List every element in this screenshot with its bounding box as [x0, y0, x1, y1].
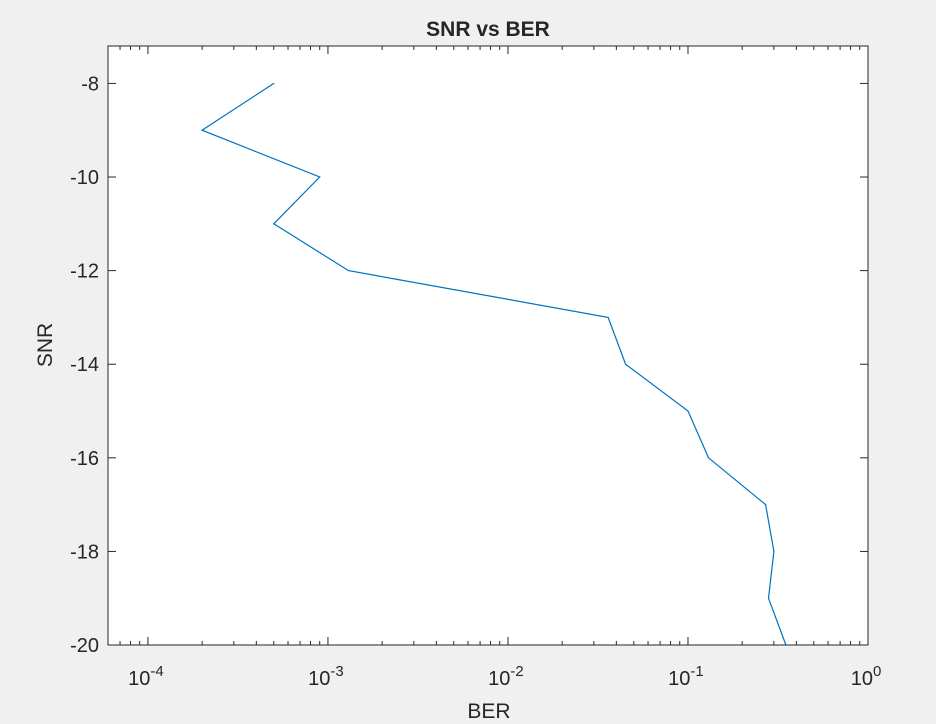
x-tick-label: 10-1 [668, 663, 704, 690]
x-tick-base: 10 [128, 668, 150, 690]
y-tick-label: -18 [70, 541, 99, 563]
y-tick-labels: -8 -10 -12 -14 -16 -18 -20 [70, 73, 99, 657]
data-point [767, 597, 770, 599]
y-tick-label: -12 [70, 261, 99, 283]
x-tick-labels: 10-4 10-3 10-2 10-1 100 [128, 663, 881, 690]
data-point [273, 82, 275, 85]
x-tick-base: 10 [851, 668, 873, 690]
x-tick-label: 100 [851, 663, 882, 690]
x-tick-base: 10 [308, 668, 330, 690]
x-tick-label: 10-3 [308, 663, 344, 690]
data-point [707, 457, 710, 459]
data-point [607, 316, 609, 319]
x-tick-exponent: -1 [690, 663, 703, 680]
x-tick-label: 10-2 [488, 663, 524, 690]
x-tick-exponent: -2 [510, 663, 523, 680]
data-point [624, 363, 627, 365]
x-axis-label: BER [467, 700, 510, 723]
y-tick-label: -16 [70, 448, 99, 470]
data-point [201, 129, 203, 131]
x-tick-base: 10 [488, 668, 510, 690]
data-point [273, 223, 275, 225]
y-tick-label: -20 [70, 635, 99, 657]
data-point [347, 270, 350, 272]
data-point [765, 504, 767, 506]
data-point [319, 176, 321, 178]
y-axis-label: SNR [34, 323, 57, 367]
x-tick-base: 10 [668, 668, 690, 690]
data-point [773, 550, 775, 553]
x-tick-label: 10-4 [128, 663, 164, 690]
y-tick-label: -10 [70, 167, 99, 189]
y-tick-label: -8 [81, 73, 99, 95]
x-tick-exponent: -3 [330, 663, 343, 680]
y-tick-label: -14 [70, 354, 99, 376]
series-layer [200, 82, 787, 646]
axes-background [108, 46, 868, 645]
chart-title: SNR vs BER [426, 18, 550, 41]
x-tick-exponent: 0 [873, 663, 881, 680]
x-tick-exponent: -4 [150, 663, 163, 680]
data-point [687, 410, 689, 412]
axes-box [107, 45, 869, 646]
